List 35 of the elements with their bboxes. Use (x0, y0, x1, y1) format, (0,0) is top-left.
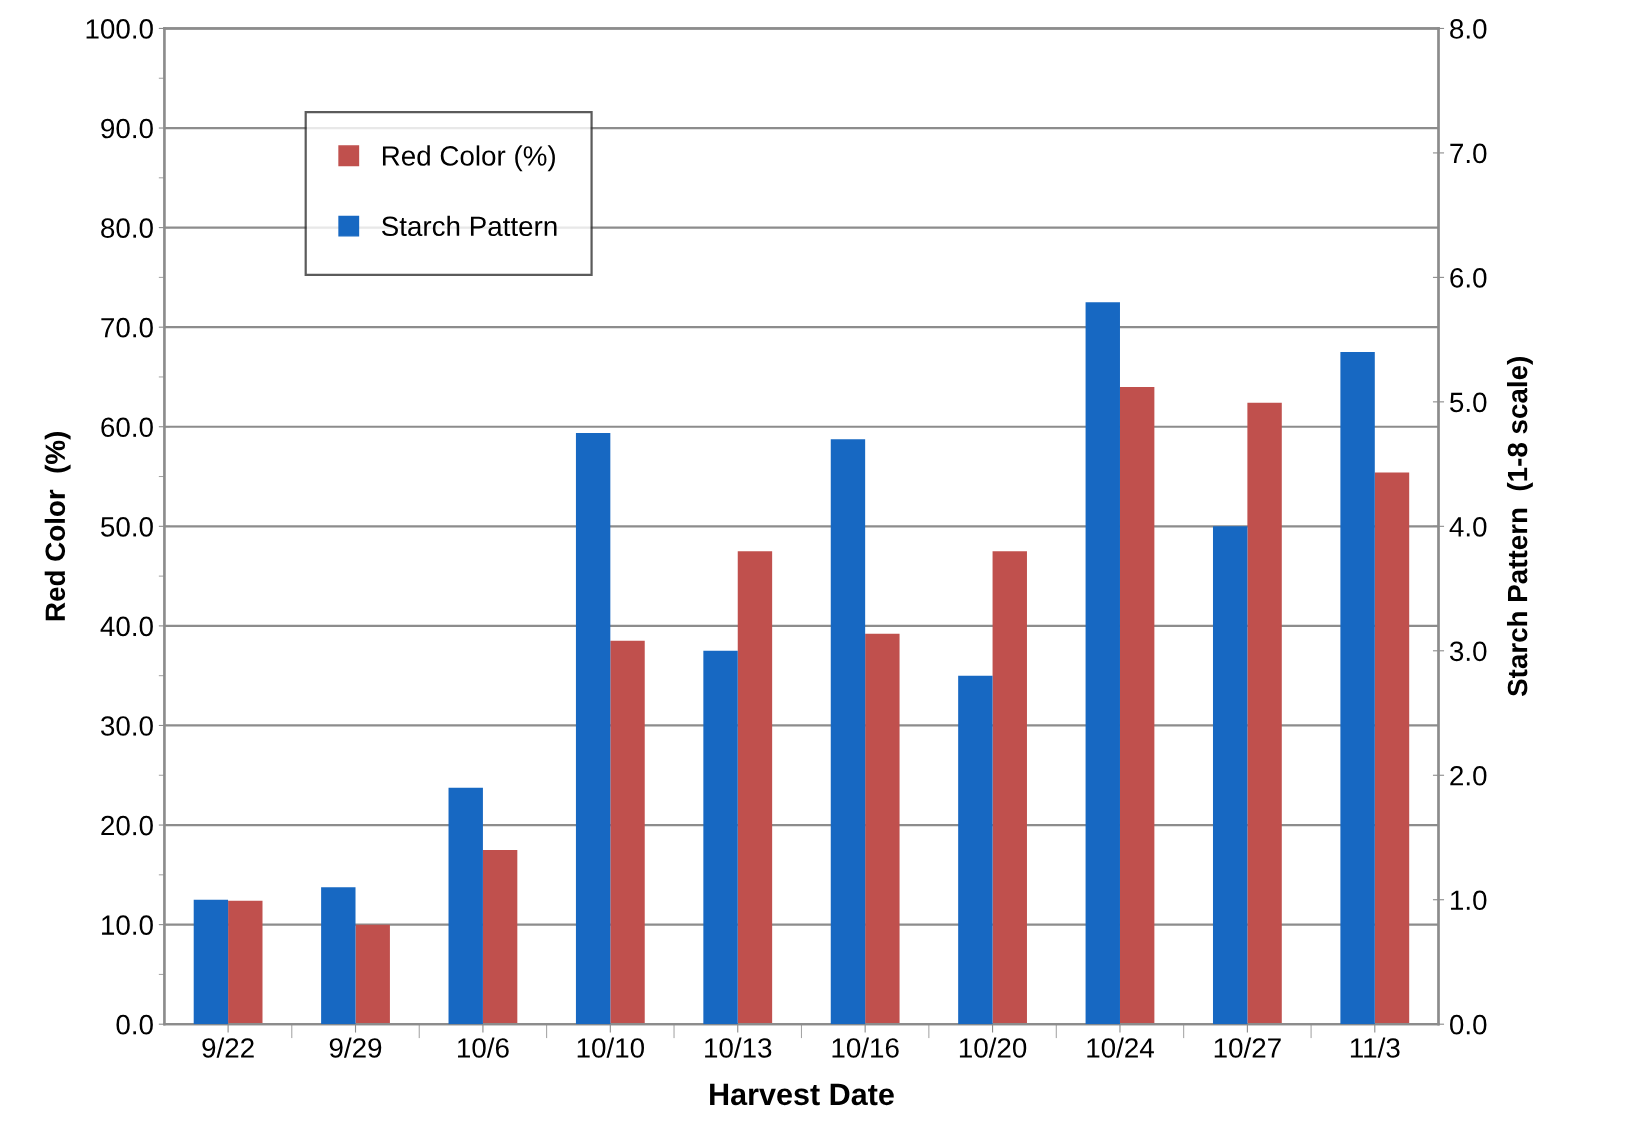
x-tick-label: 9/29 (329, 1037, 382, 1058)
y2-tick-label: 5.0 (1450, 392, 1487, 413)
y2-tick-label: 4.0 (1449, 516, 1487, 537)
y2-tick-label: 1.0 (1451, 890, 1487, 911)
x-tick-label: 10/16 (832, 1037, 899, 1058)
legend-label: Starch Pattern (381, 215, 557, 237)
y-tick-label: 70.0 (101, 317, 153, 338)
x-tick-label: 10/27 (1214, 1037, 1281, 1058)
y-tick-label: 100.0 (86, 19, 153, 39)
legend-label: Red Color (%) (382, 145, 555, 172)
y2-tick-label: 3.0 (1449, 641, 1487, 662)
x-axis-title: Harvest Date (710, 1083, 894, 1106)
y2-tick-label: 7.0 (1450, 143, 1487, 164)
y-tick-label: 0.0 (116, 1014, 153, 1035)
x-tick-label: 11/3 (1350, 1037, 1400, 1058)
y2-tick-label: 8.0 (1450, 19, 1487, 39)
x-tick-label: 10/24 (1087, 1037, 1154, 1058)
x-tick-label: 10/20 (959, 1037, 1027, 1058)
x-tick-label: 10/13 (705, 1037, 772, 1058)
y-tick-label: 90.0 (101, 118, 153, 139)
x-tick-label: 10/6 (458, 1037, 509, 1058)
y2-axis-title: Starch Pattern (1-8 scale) (1506, 357, 1533, 697)
x-tick-label: 9/22 (202, 1037, 254, 1058)
x-tick-label: 10/10 (577, 1037, 645, 1058)
y-tick-label: 60.0 (101, 417, 153, 438)
y-tick-label: 80.0 (101, 218, 153, 238)
y-tick-label: 10.0 (102, 915, 153, 935)
y-tick-label: 50.0 (101, 516, 153, 537)
y-tick-label: 30.0 (100, 716, 153, 736)
y-tick-label: 20.0 (101, 815, 153, 836)
y2-tick-label: 2.0 (1450, 765, 1487, 786)
y2-tick-label: 6.0 (1450, 268, 1487, 288)
y-axis-title: Red Color (%) (44, 432, 71, 621)
y-tick-label: 40.0 (100, 616, 153, 637)
y2-tick-label: 0.0 (1450, 1014, 1487, 1035)
